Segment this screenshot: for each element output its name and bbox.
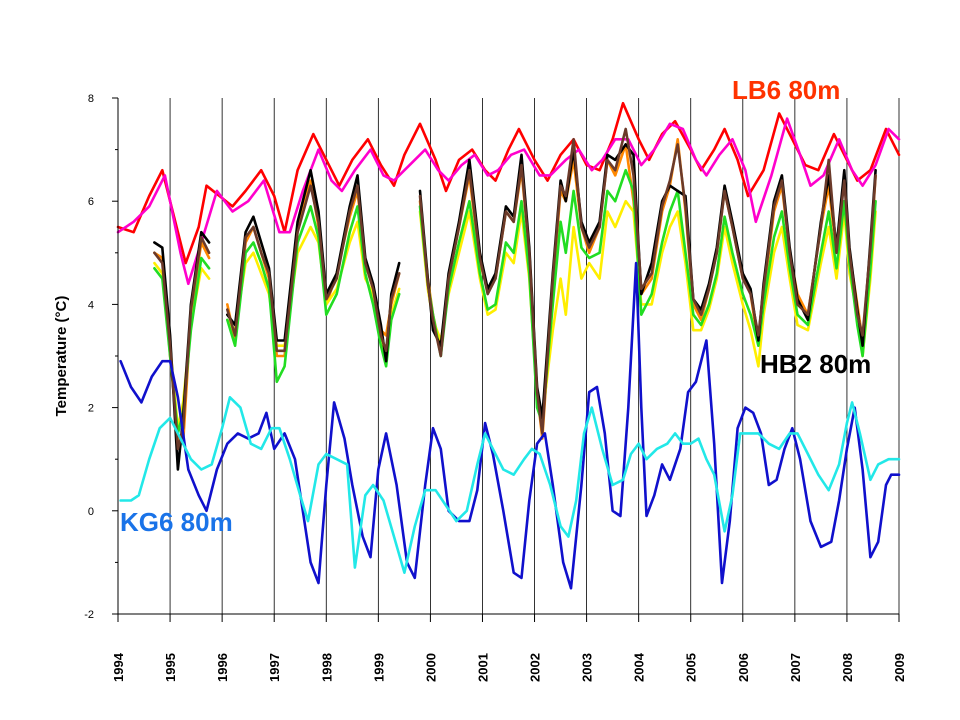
x-tick-label: 2008 — [840, 653, 855, 682]
annotation-hb2-80m: HB2 80m — [760, 349, 871, 379]
x-tick-label: 2000 — [423, 653, 438, 682]
y-tick-label: -2 — [84, 609, 94, 621]
annotation-lb6-80m: LB6 80m — [732, 75, 840, 105]
series-line-2 — [226, 179, 401, 358]
x-tick-label: 2007 — [788, 653, 803, 682]
series-line-4 — [226, 205, 401, 384]
series-line-1 — [116, 117, 901, 286]
x-tick-label: 1997 — [267, 653, 282, 682]
x-tick-label: 2001 — [475, 653, 490, 682]
y-tick-label: 2 — [88, 403, 94, 415]
series-line-0 — [116, 101, 901, 265]
y-tick-label: 0 — [88, 506, 94, 518]
x-tick-label: 1995 — [163, 653, 178, 682]
y-axis-ticks: -2 0 2 4 6 8 — [84, 93, 118, 621]
x-axis-ticks: 1994 1995 1996 1997 1998 1999 2000 2001 2002 2003… — [111, 614, 907, 682]
x-tick-label: 1998 — [319, 653, 334, 682]
series-line-7 — [119, 261, 901, 590]
series-line-8 — [119, 395, 901, 575]
annotation-kg6-80m: KG6 80m — [120, 507, 233, 537]
x-tick-label: 1994 — [111, 652, 126, 682]
series-line-4 — [418, 168, 877, 425]
y-axis-label: Temperature (°C) — [53, 296, 70, 417]
x-tick-label: 1996 — [215, 653, 230, 682]
x-tick-label: 1999 — [371, 653, 386, 682]
x-tick-label: 2009 — [892, 653, 907, 682]
x-tick-label: 2006 — [736, 653, 751, 682]
y-tick-label: 6 — [88, 196, 94, 208]
y-tick-label: 4 — [88, 299, 94, 311]
x-tick-label: 2004 — [632, 652, 647, 682]
x-tick-label: 2003 — [580, 653, 595, 682]
y-tick-label: 8 — [88, 93, 94, 105]
x-tick-label: 2005 — [684, 653, 699, 682]
series-line-6 — [226, 184, 401, 353]
series-line-5 — [226, 168, 401, 363]
vertical-grid-lines — [169, 98, 900, 614]
x-tick-label: 2002 — [528, 653, 543, 682]
series-lines — [116, 101, 901, 590]
series-line-6 — [418, 127, 877, 435]
